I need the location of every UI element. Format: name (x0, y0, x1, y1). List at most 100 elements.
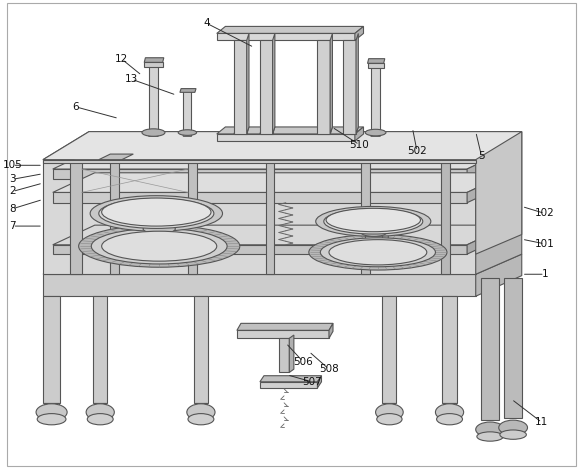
Ellipse shape (142, 129, 165, 136)
Ellipse shape (477, 432, 503, 441)
Polygon shape (93, 296, 107, 403)
Polygon shape (279, 338, 289, 372)
Polygon shape (246, 33, 249, 134)
Polygon shape (356, 33, 358, 134)
Polygon shape (89, 249, 240, 254)
Ellipse shape (365, 129, 386, 136)
Polygon shape (260, 382, 317, 388)
Polygon shape (217, 26, 364, 33)
Polygon shape (53, 225, 509, 245)
Polygon shape (188, 159, 197, 274)
Ellipse shape (86, 404, 114, 421)
Polygon shape (43, 132, 522, 159)
Polygon shape (148, 132, 159, 136)
Polygon shape (43, 159, 476, 274)
Polygon shape (43, 132, 522, 159)
Text: 508: 508 (319, 364, 339, 374)
Polygon shape (260, 127, 275, 134)
Polygon shape (260, 376, 321, 382)
Polygon shape (147, 229, 166, 245)
Polygon shape (195, 403, 207, 412)
Polygon shape (99, 154, 133, 159)
Text: 2: 2 (9, 187, 16, 197)
Text: 102: 102 (535, 208, 554, 219)
Polygon shape (273, 33, 275, 134)
Polygon shape (217, 33, 355, 40)
Polygon shape (144, 58, 164, 62)
Ellipse shape (326, 208, 420, 232)
Ellipse shape (90, 196, 223, 231)
Polygon shape (43, 274, 476, 296)
Polygon shape (110, 159, 119, 274)
Ellipse shape (376, 404, 403, 421)
Ellipse shape (102, 198, 211, 226)
Text: 13: 13 (125, 74, 138, 84)
Ellipse shape (143, 224, 175, 234)
Text: 7: 7 (9, 221, 16, 231)
Text: 105: 105 (2, 160, 23, 170)
Polygon shape (441, 159, 451, 274)
Polygon shape (53, 192, 467, 203)
Polygon shape (370, 132, 381, 136)
Ellipse shape (79, 225, 240, 267)
Ellipse shape (361, 229, 386, 236)
Polygon shape (89, 245, 229, 254)
Text: 510: 510 (350, 140, 369, 150)
Polygon shape (70, 159, 82, 274)
Polygon shape (260, 40, 273, 134)
Polygon shape (53, 245, 467, 254)
Polygon shape (476, 132, 522, 274)
Polygon shape (505, 278, 522, 418)
Polygon shape (317, 127, 332, 134)
Polygon shape (368, 59, 385, 63)
Polygon shape (194, 296, 208, 403)
Polygon shape (343, 127, 358, 134)
Ellipse shape (436, 404, 463, 421)
Polygon shape (368, 63, 383, 68)
Ellipse shape (377, 414, 402, 425)
Ellipse shape (476, 422, 505, 437)
Polygon shape (382, 296, 396, 403)
Ellipse shape (187, 404, 215, 421)
Text: 3: 3 (9, 174, 16, 184)
Ellipse shape (329, 240, 427, 265)
Polygon shape (476, 132, 522, 254)
Polygon shape (44, 403, 59, 412)
Text: 4: 4 (203, 18, 210, 28)
Ellipse shape (324, 209, 423, 234)
Polygon shape (237, 330, 329, 338)
Text: 502: 502 (407, 146, 427, 156)
Polygon shape (94, 403, 106, 412)
Text: 11: 11 (535, 417, 549, 427)
Polygon shape (317, 376, 321, 388)
Polygon shape (234, 40, 246, 134)
Text: 506: 506 (293, 357, 313, 367)
Polygon shape (183, 91, 191, 132)
Polygon shape (237, 323, 333, 330)
Polygon shape (317, 40, 330, 134)
Text: 8: 8 (9, 204, 16, 214)
Text: 5: 5 (478, 151, 485, 161)
Ellipse shape (102, 231, 217, 261)
Ellipse shape (36, 404, 67, 421)
Ellipse shape (99, 198, 214, 228)
Polygon shape (217, 127, 364, 134)
Ellipse shape (309, 234, 447, 270)
Ellipse shape (499, 420, 528, 435)
Polygon shape (43, 159, 476, 163)
Polygon shape (476, 254, 522, 296)
Ellipse shape (87, 414, 113, 425)
Polygon shape (217, 134, 355, 141)
Polygon shape (43, 254, 522, 274)
Ellipse shape (500, 430, 527, 439)
Polygon shape (144, 62, 162, 67)
Polygon shape (53, 169, 467, 179)
Polygon shape (355, 26, 364, 40)
Polygon shape (53, 173, 509, 192)
Polygon shape (481, 278, 499, 420)
Polygon shape (383, 403, 395, 412)
Polygon shape (182, 132, 193, 136)
Polygon shape (467, 150, 509, 179)
Text: 1: 1 (542, 269, 548, 279)
Polygon shape (149, 61, 158, 132)
